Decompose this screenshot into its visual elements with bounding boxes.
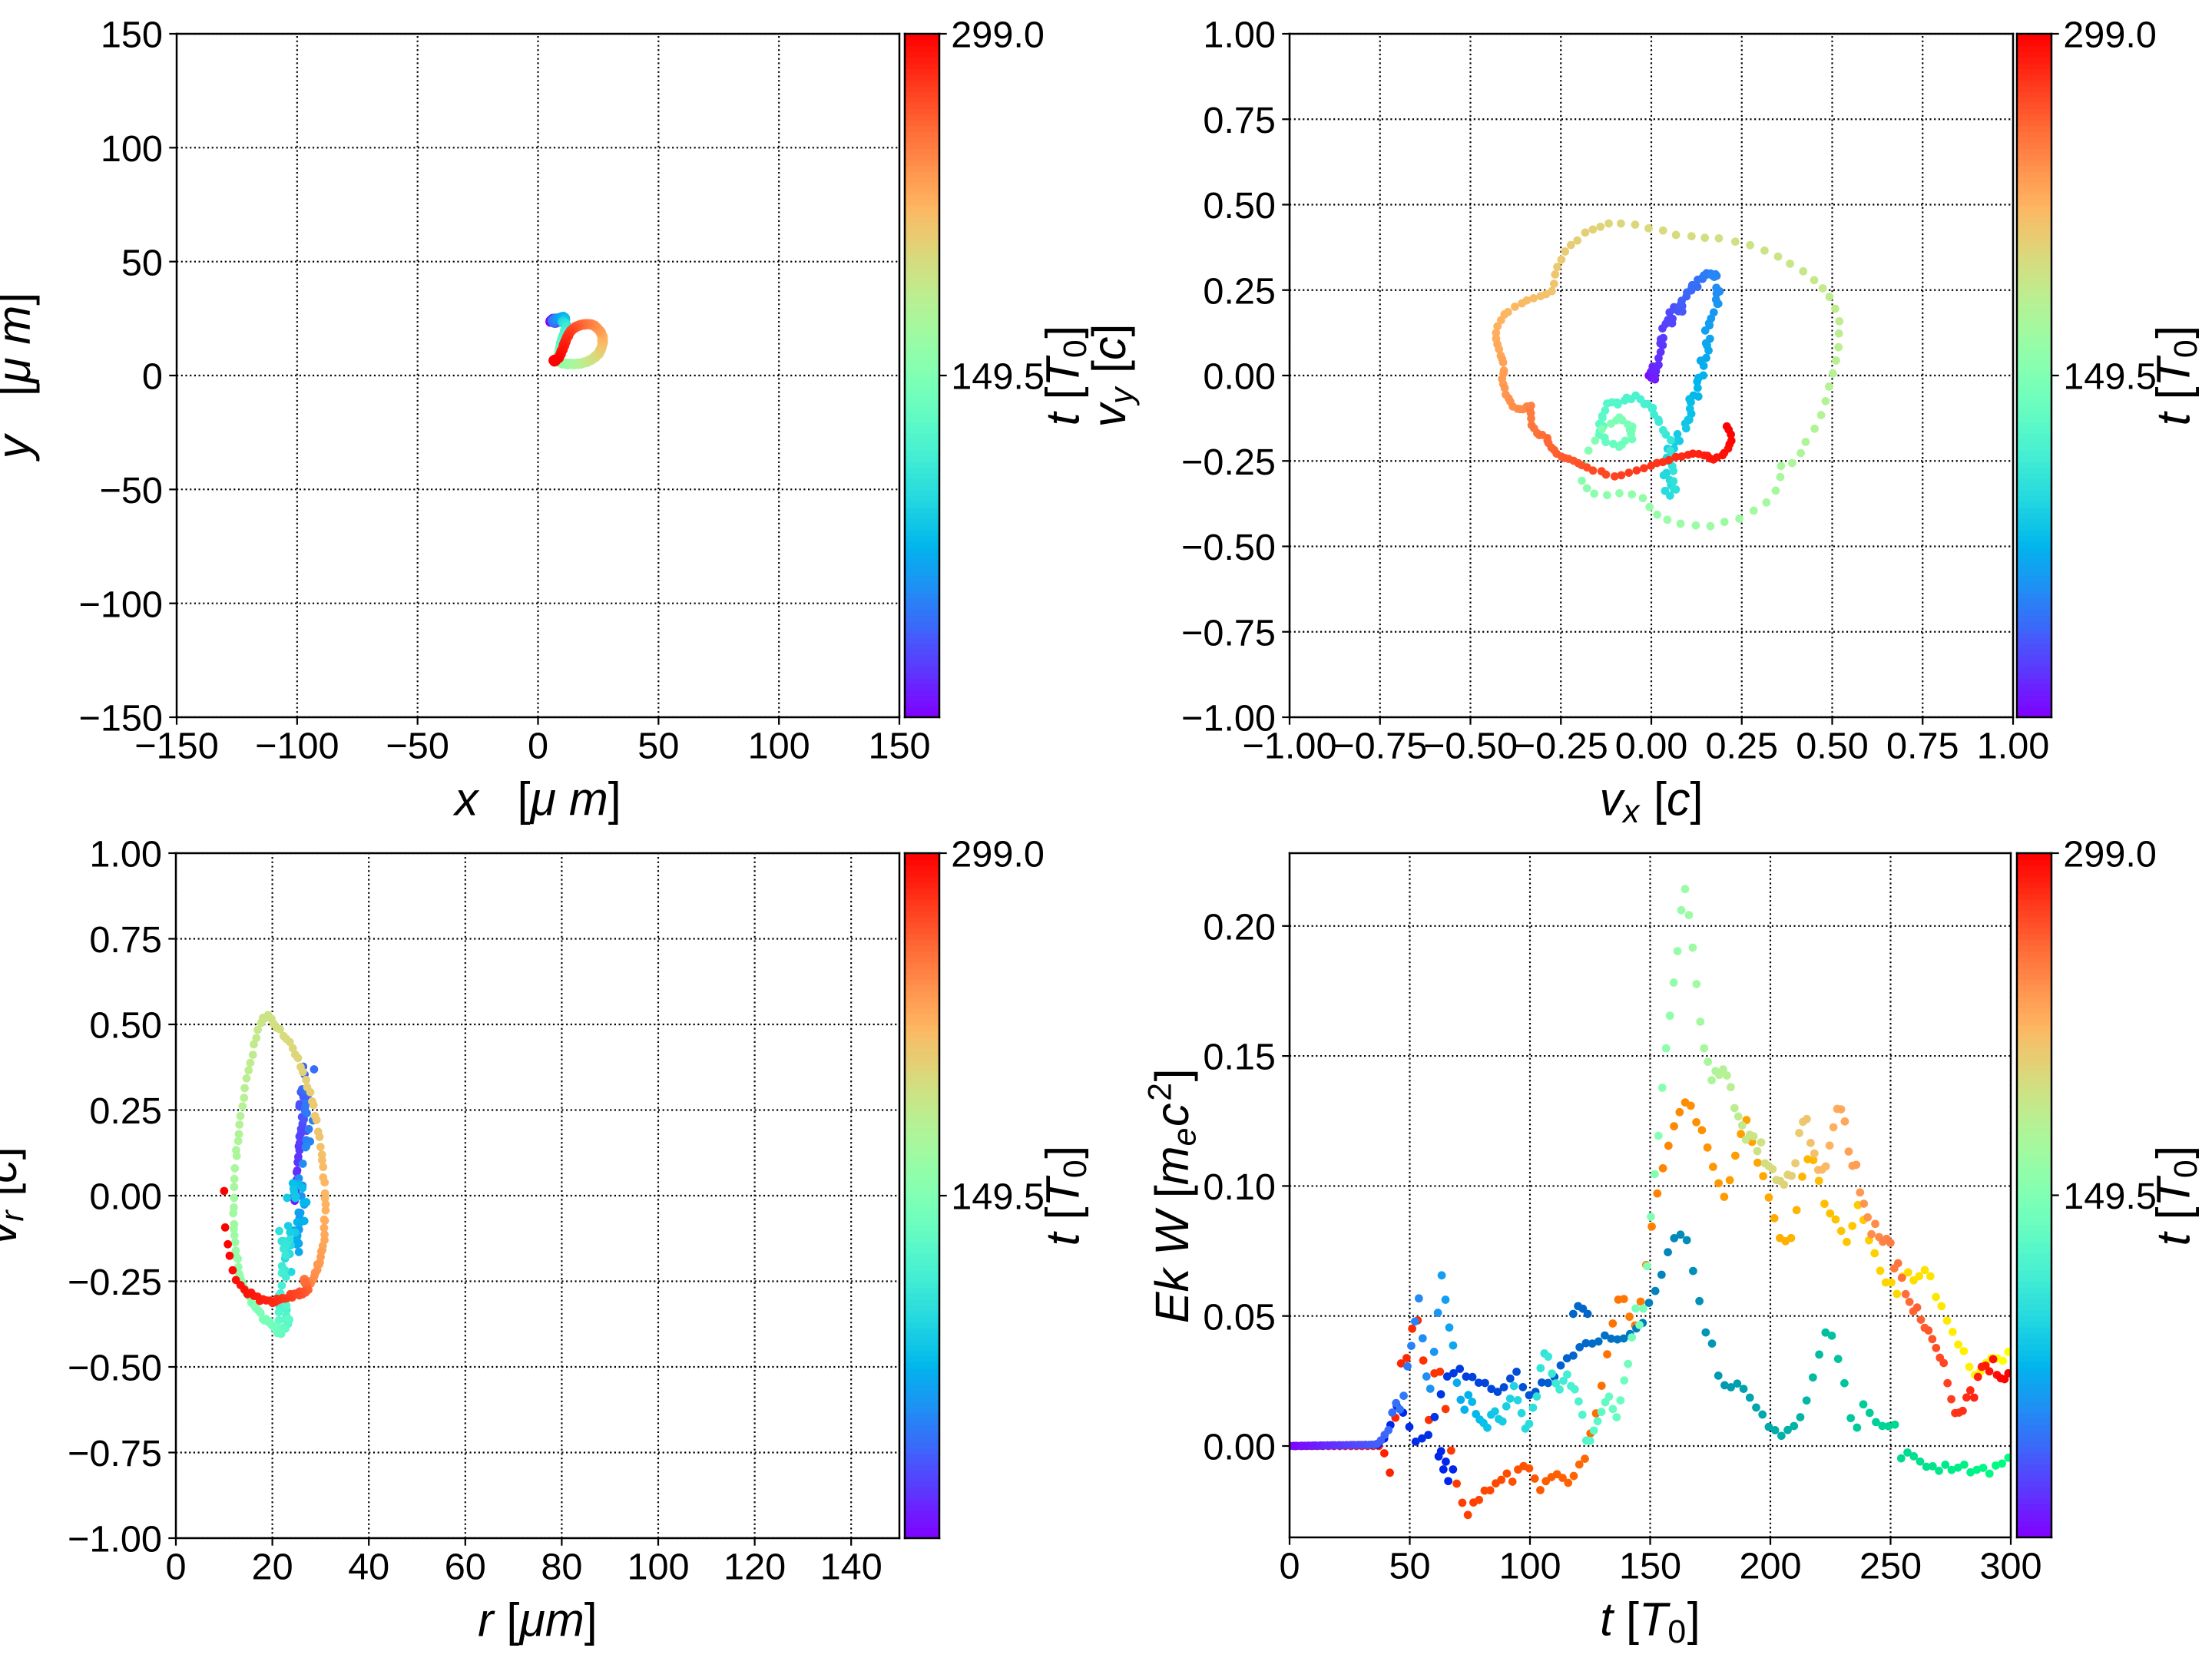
svg-text:300: 300 (1979, 1545, 2041, 1587)
svg-text:t T [ ]: t T [ ] 0 (2147, 1141, 2204, 1246)
svg-text:t T [ ]: t T [ ] 0 (2147, 321, 2204, 425)
svg-text:50: 50 (1389, 1545, 1430, 1587)
svg-text:0.50: 0.50 (1203, 185, 1276, 227)
svg-text:150: 150 (101, 15, 163, 56)
svg-text:100: 100 (1498, 1545, 1561, 1587)
svg-text:0.75: 0.75 (1886, 725, 1959, 766)
svg-text:−1.00: −1.00 (68, 1519, 162, 1560)
svg-text:0.25: 0.25 (1705, 725, 1778, 766)
svg-text:0.25: 0.25 (1203, 270, 1276, 312)
svg-text:0.10: 0.10 (1203, 1166, 1276, 1208)
svg-text:t T [ ]: t T [ ] 0 (1600, 1593, 1704, 1650)
svg-text:0.15: 0.15 (1203, 1037, 1276, 1078)
svg-text:0.00: 0.00 (89, 1176, 162, 1218)
svg-text:−150: −150 (78, 698, 163, 740)
svg-text:0: 0 (165, 1546, 186, 1587)
svg-text:−50: −50 (386, 725, 449, 766)
svg-text:0.00: 0.00 (1203, 1427, 1276, 1468)
svg-text:250: 250 (1859, 1545, 1922, 1587)
svg-text:150: 150 (868, 725, 930, 766)
svg-text:E k W m: E k W m c [ ] e 2 (1141, 1064, 1203, 1323)
svg-text:y μ m [: y μ m [ ] (0, 293, 40, 462)
svg-text:−0.75: −0.75 (1181, 612, 1276, 654)
svg-text:−100: −100 (255, 725, 339, 766)
svg-text:1.00: 1.00 (1203, 15, 1276, 56)
svg-text:0: 0 (1279, 1545, 1300, 1587)
svg-text:0: 0 (142, 356, 163, 398)
svg-text:0: 0 (528, 725, 548, 766)
svg-text:−0.50: −0.50 (1423, 725, 1518, 766)
svg-text:149.5: 149.5 (951, 356, 1045, 398)
svg-text:100: 100 (627, 1546, 689, 1587)
svg-text:299.0: 299.0 (951, 834, 1045, 875)
svg-text:150: 150 (1619, 1545, 1681, 1587)
svg-text:v c y [: v c y [ ] (1083, 323, 1141, 427)
svg-text:x μ m [: x μ m [ ] (452, 773, 621, 825)
svg-text:−100: −100 (78, 584, 163, 625)
svg-text:100: 100 (748, 725, 810, 766)
svg-text:−0.25: −0.25 (1181, 442, 1276, 483)
svg-text:0.25: 0.25 (89, 1090, 162, 1132)
svg-text:−0.25: −0.25 (68, 1262, 162, 1303)
svg-text:80: 80 (541, 1546, 582, 1587)
svg-text:−150: −150 (134, 725, 219, 766)
svg-text:0.00: 0.00 (1203, 356, 1276, 398)
svg-text:1.00: 1.00 (89, 834, 162, 875)
svg-text:50: 50 (121, 242, 163, 283)
svg-text:50: 50 (637, 725, 679, 766)
svg-text:299.0: 299.0 (951, 15, 1045, 56)
svg-text:−1.00: −1.00 (1243, 725, 1337, 766)
svg-text:20: 20 (252, 1546, 293, 1587)
svg-text:149.5: 149.5 (951, 1176, 1045, 1218)
svg-text:1.00: 1.00 (1977, 725, 2050, 766)
svg-text:0.75: 0.75 (89, 919, 162, 961)
svg-text:200: 200 (1739, 1545, 1801, 1587)
svg-text:r μ m [: r μ m [ ] (478, 1593, 598, 1646)
svg-text:149.5: 149.5 (2063, 356, 2157, 398)
svg-text:0.20: 0.20 (1203, 906, 1276, 948)
svg-text:0.50: 0.50 (1796, 725, 1869, 766)
svg-text:140: 140 (820, 1546, 882, 1587)
svg-text:−50: −50 (99, 470, 162, 511)
svg-text:120: 120 (724, 1546, 786, 1587)
svg-text:100: 100 (101, 128, 163, 170)
svg-text:0.50: 0.50 (89, 1005, 162, 1047)
svg-text:−0.75: −0.75 (68, 1433, 162, 1474)
svg-text:v c r [: v c r [ ] (0, 1147, 31, 1245)
svg-text:−0.50: −0.50 (1181, 527, 1276, 568)
svg-text:40: 40 (348, 1546, 389, 1587)
svg-text:0.00: 0.00 (1615, 725, 1688, 766)
svg-text:t T [ ]: t T [ ] 0 (1036, 1141, 1094, 1246)
svg-text:0.05: 0.05 (1203, 1296, 1276, 1338)
svg-text:60: 60 (445, 1546, 486, 1587)
svg-text:299.0: 299.0 (2063, 834, 2157, 875)
svg-text:v c x [: v c x [ ] (1599, 773, 1703, 830)
svg-text:299.0: 299.0 (2063, 15, 2157, 56)
svg-text:0.75: 0.75 (1203, 100, 1276, 141)
svg-text:−1.00: −1.00 (1181, 698, 1276, 740)
svg-text:−0.50: −0.50 (68, 1348, 162, 1389)
svg-text:t T [ ]: t T [ ] 0 (1036, 321, 1094, 425)
svg-text:−0.25: −0.25 (1514, 725, 1608, 766)
svg-text:−0.75: −0.75 (1333, 725, 1427, 766)
svg-text:149.5: 149.5 (2063, 1176, 2157, 1217)
